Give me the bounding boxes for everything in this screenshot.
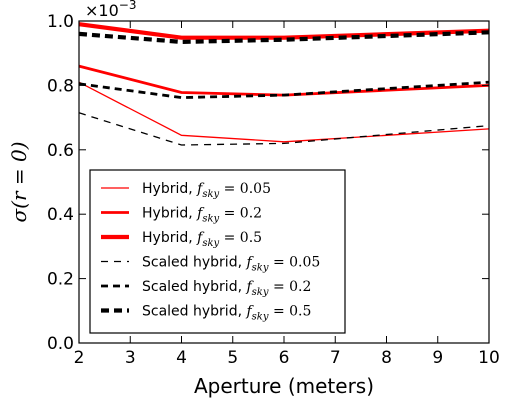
y-multiplier: ×10−3 xyxy=(85,0,136,20)
ticks-layer: 2 3 4 5 6 7 8 9 10 0.0 0.2 0.4 0.6 0.8 1.0 xyxy=(47,12,500,368)
legend-label-3: Hybrid, fsky = 0.5 xyxy=(142,230,262,249)
x-tick-label: 5 xyxy=(227,348,238,368)
legend: Hybrid, fsky = 0.05 Hybrid, fsky = 0.2 Hyb… xyxy=(89,169,346,334)
series-line-2 xyxy=(78,64,490,97)
series-line-1 xyxy=(78,81,490,143)
legend-box xyxy=(89,169,346,334)
y-tick-label: 0.8 xyxy=(47,76,74,96)
x-tick-label: 3 xyxy=(125,348,136,368)
x-tick-label: 4 xyxy=(176,348,187,368)
legend-label-1: Hybrid, fsky = 0.05 xyxy=(142,181,271,200)
y-tick-label: 1.0 xyxy=(47,12,74,32)
x-tick-label: 8 xyxy=(381,348,392,368)
legend-label-2: Hybrid, fsky = 0.2 xyxy=(142,206,262,225)
series-line-3 xyxy=(78,22,490,40)
legend-label-5: Scaled hybrid, fsky = 0.2 xyxy=(142,279,311,298)
x-tick-label: 7 xyxy=(330,348,341,368)
y-axis-label: σ(r = 0) xyxy=(7,141,31,222)
y-tick-label: 0.4 xyxy=(47,205,74,225)
series-line-5 xyxy=(78,80,490,100)
y-tick-label: 0.6 xyxy=(47,141,74,161)
x-tick-label: 6 xyxy=(279,348,290,368)
series-layer xyxy=(78,22,490,146)
x-tick-label: 10 xyxy=(478,348,500,368)
y-tick-label: 0.2 xyxy=(47,270,74,290)
series-line-4 xyxy=(78,112,490,146)
y-tick-label: 0.0 xyxy=(47,334,74,354)
legend-entries: Hybrid, fsky = 0.05 Hybrid, fsky = 0.2 Hyb… xyxy=(101,181,320,323)
x-tick-label: 2 xyxy=(74,348,85,368)
x-axis-label: Aperture (meters) xyxy=(194,374,374,398)
legend-label-4: Scaled hybrid, fsky = 0.05 xyxy=(142,255,320,274)
x-tick-label: 9 xyxy=(432,348,443,368)
legend-label-6: Scaled hybrid, fsky = 0.5 xyxy=(142,304,311,323)
